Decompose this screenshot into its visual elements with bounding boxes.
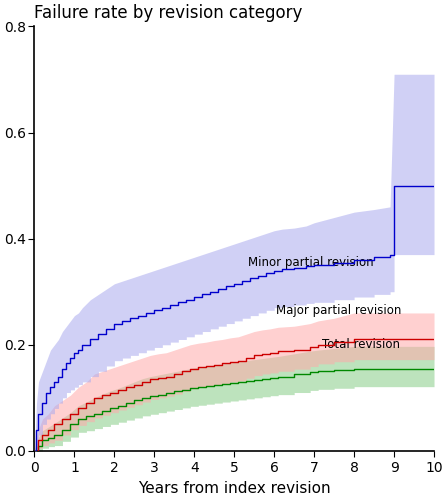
X-axis label: Years from index revision: Years from index revision: [138, 481, 331, 496]
Text: Minor partial revision: Minor partial revision: [248, 256, 374, 269]
Text: Total revision: Total revision: [322, 338, 400, 351]
Text: Major partial revision: Major partial revision: [276, 304, 401, 317]
Text: Failure rate by revision category: Failure rate by revision category: [34, 4, 303, 22]
